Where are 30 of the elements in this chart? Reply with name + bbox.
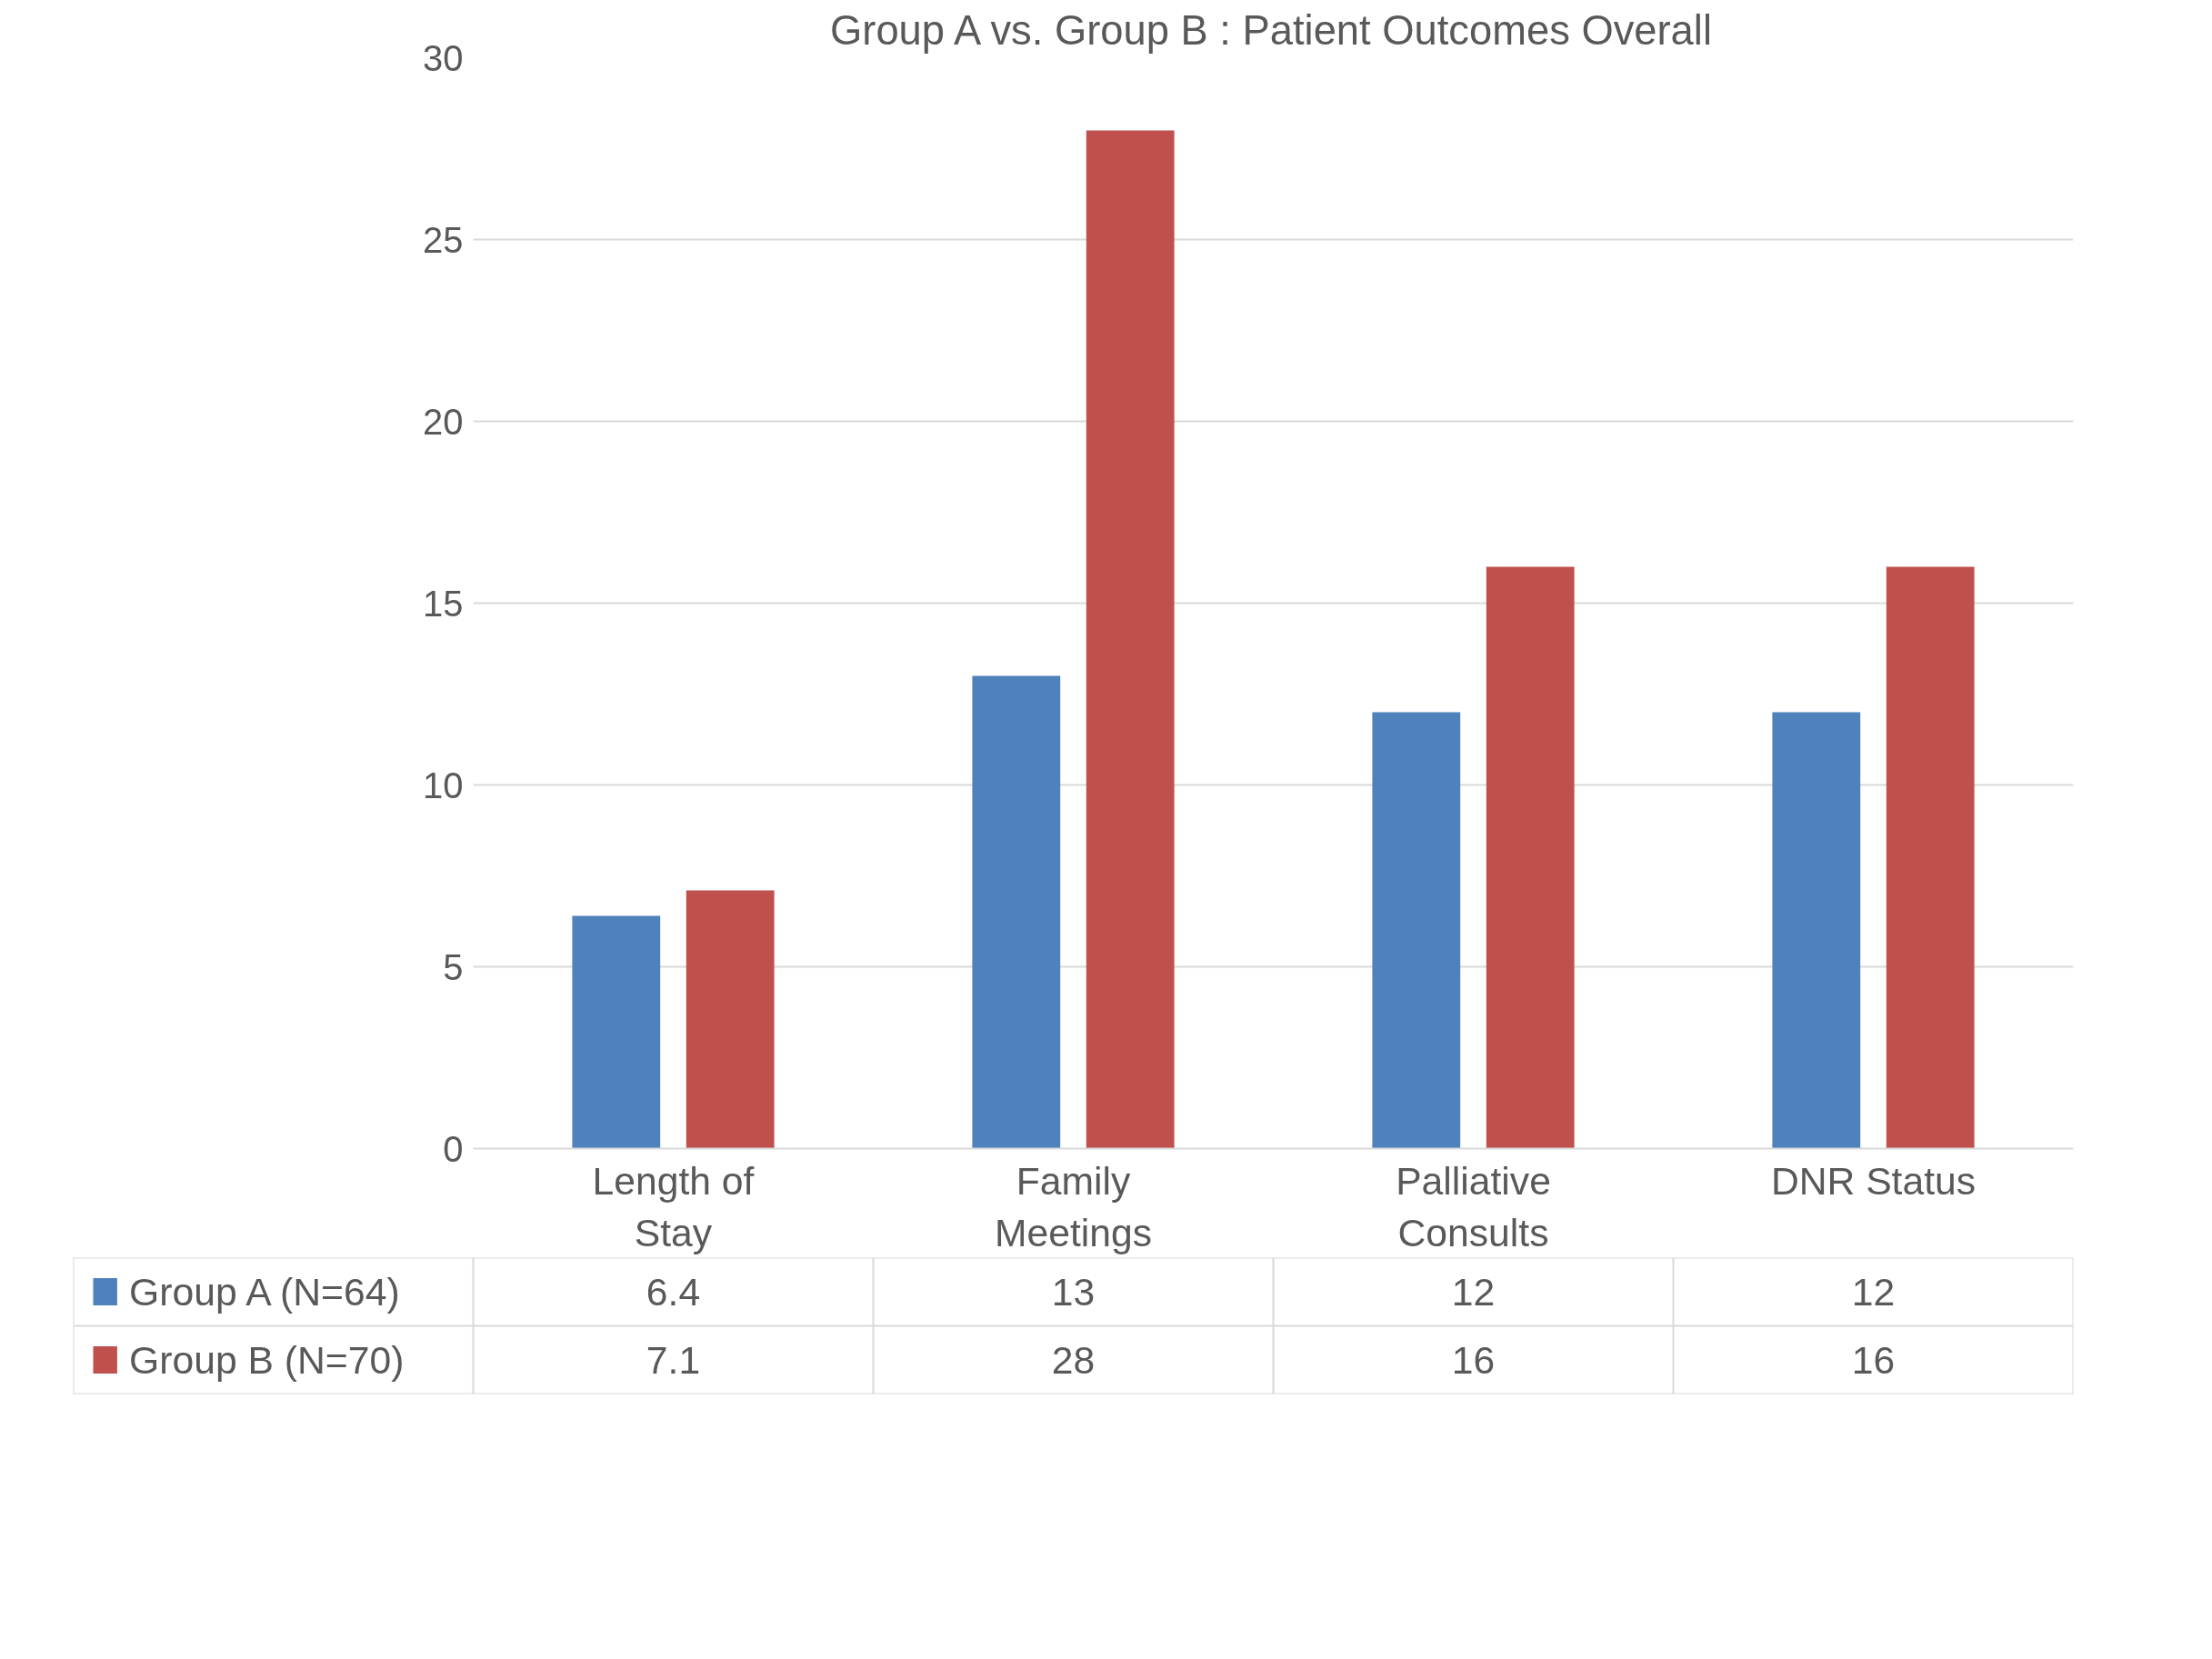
y-tick-label: 30 bbox=[423, 37, 464, 78]
legend-label: Group A (N=64) bbox=[129, 1270, 400, 1314]
y-tick-label: 10 bbox=[423, 765, 464, 805]
bar bbox=[1086, 130, 1175, 1149]
x-tick-label: Family Meetings bbox=[994, 1158, 1153, 1255]
chart-title: Group A vs. Group B : Patient Outcomes Overall bbox=[830, 6, 1712, 54]
data-label: 16 bbox=[1851, 1337, 1896, 1382]
legend-label: Group B (N=70) bbox=[129, 1338, 405, 1382]
bar bbox=[1486, 566, 1575, 1149]
y-tick-label: 15 bbox=[423, 583, 464, 624]
data-label: 12 bbox=[1451, 1269, 1496, 1314]
y-tick-label: 20 bbox=[423, 401, 464, 442]
x-tick-label: DNR Status bbox=[1770, 1158, 1977, 1203]
data-label: 13 bbox=[1051, 1269, 1096, 1314]
bar bbox=[972, 675, 1061, 1149]
bar bbox=[1372, 712, 1461, 1149]
data-label: 7.1 bbox=[646, 1337, 701, 1382]
bar bbox=[1886, 566, 1975, 1149]
x-tick-label: Length of Stay bbox=[592, 1158, 755, 1255]
bar bbox=[1772, 712, 1861, 1149]
data-label: 6.4 bbox=[646, 1269, 701, 1314]
y-tick-label: 0 bbox=[443, 1128, 464, 1169]
y-tick-label: 25 bbox=[423, 219, 464, 260]
data-label: 12 bbox=[1851, 1269, 1896, 1314]
data-label: 16 bbox=[1451, 1337, 1496, 1382]
data-label: 28 bbox=[1051, 1337, 1096, 1382]
x-tick-label: Palliative Consults bbox=[1396, 1158, 1551, 1255]
y-tick-label: 5 bbox=[443, 946, 464, 987]
bar bbox=[686, 890, 775, 1149]
bar bbox=[572, 915, 661, 1149]
